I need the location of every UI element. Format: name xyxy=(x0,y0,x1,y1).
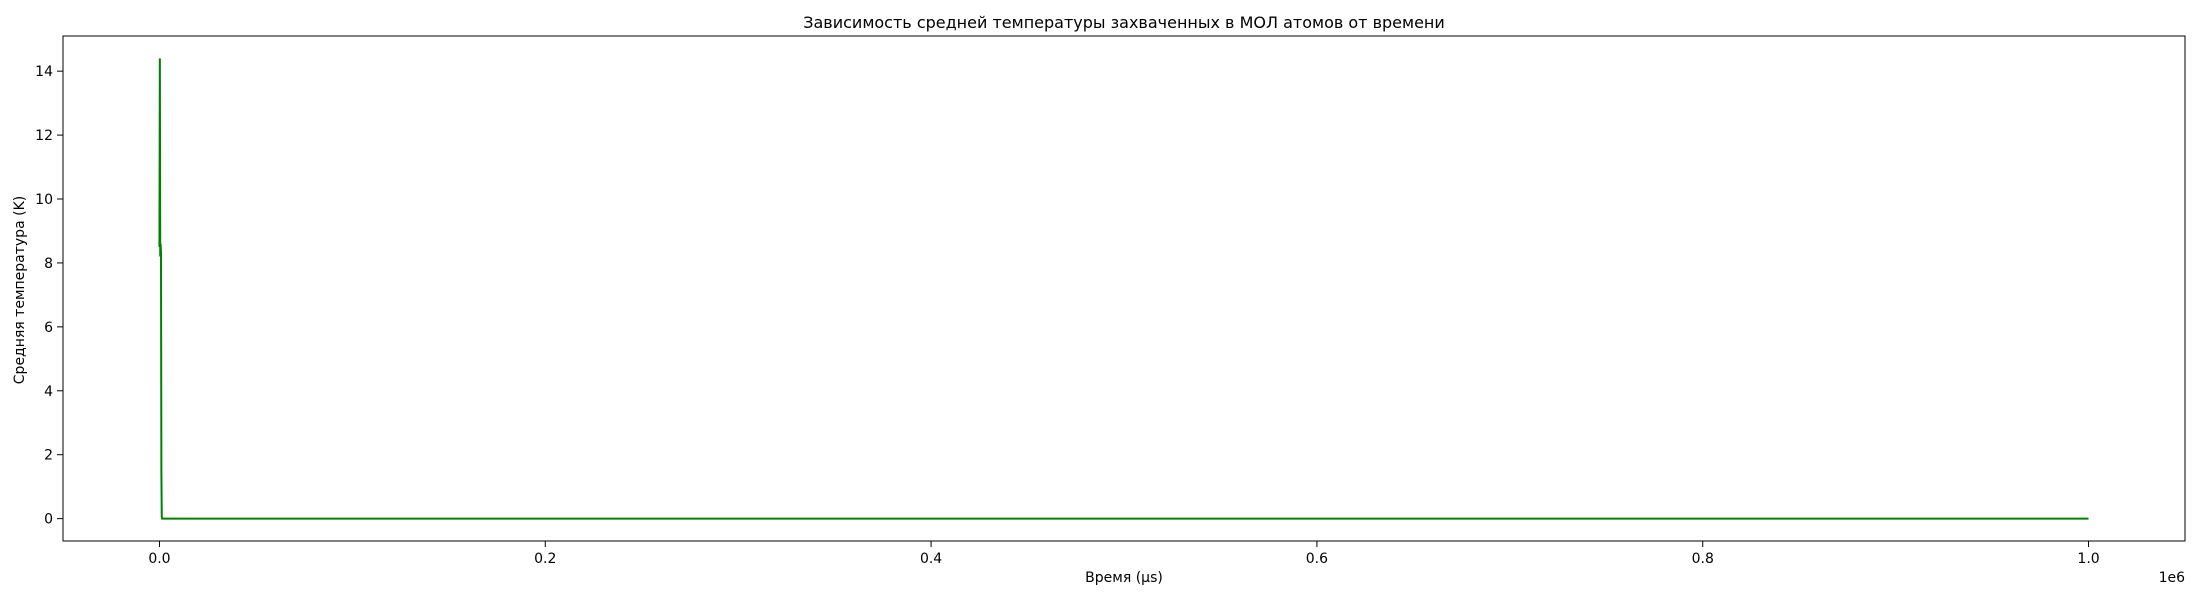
x-tick-label: 0.8 xyxy=(1692,551,1714,567)
chart-title: Зависимость средней температуры захвачен… xyxy=(803,13,1445,32)
x-axis-offset-label: 1e6 xyxy=(2159,570,2186,586)
x-tick-label: 1.0 xyxy=(2077,551,2099,567)
plot-area xyxy=(62,35,2186,542)
x-tick-label: 0.2 xyxy=(534,551,556,567)
y-tick-label: 0 xyxy=(44,512,53,528)
y-axis-ticks: 0 2 4 6 8 10 12 14 xyxy=(35,64,63,528)
y-tick-label: 10 xyxy=(35,192,53,208)
y-axis-label: Средняя температура (K) xyxy=(12,196,28,384)
x-axis-label: Время (μs) xyxy=(1085,570,1163,586)
x-tick-label: 0.0 xyxy=(148,551,170,567)
y-tick-label: 12 xyxy=(35,128,53,144)
y-tick-label: 14 xyxy=(35,64,53,80)
y-tick-label: 4 xyxy=(44,384,53,400)
series-line xyxy=(158,58,2089,520)
y-tick-label: 6 xyxy=(44,320,53,336)
y-tick-label: 2 xyxy=(44,448,53,464)
x-tick-label: 0.4 xyxy=(920,551,942,567)
y-tick-label: 8 xyxy=(44,256,53,272)
x-axis-ticks: 0.0 0.2 0.4 0.6 0.8 1.0 xyxy=(148,541,2100,567)
x-tick-label: 0.6 xyxy=(1306,551,1328,567)
series-layer xyxy=(158,58,2089,520)
